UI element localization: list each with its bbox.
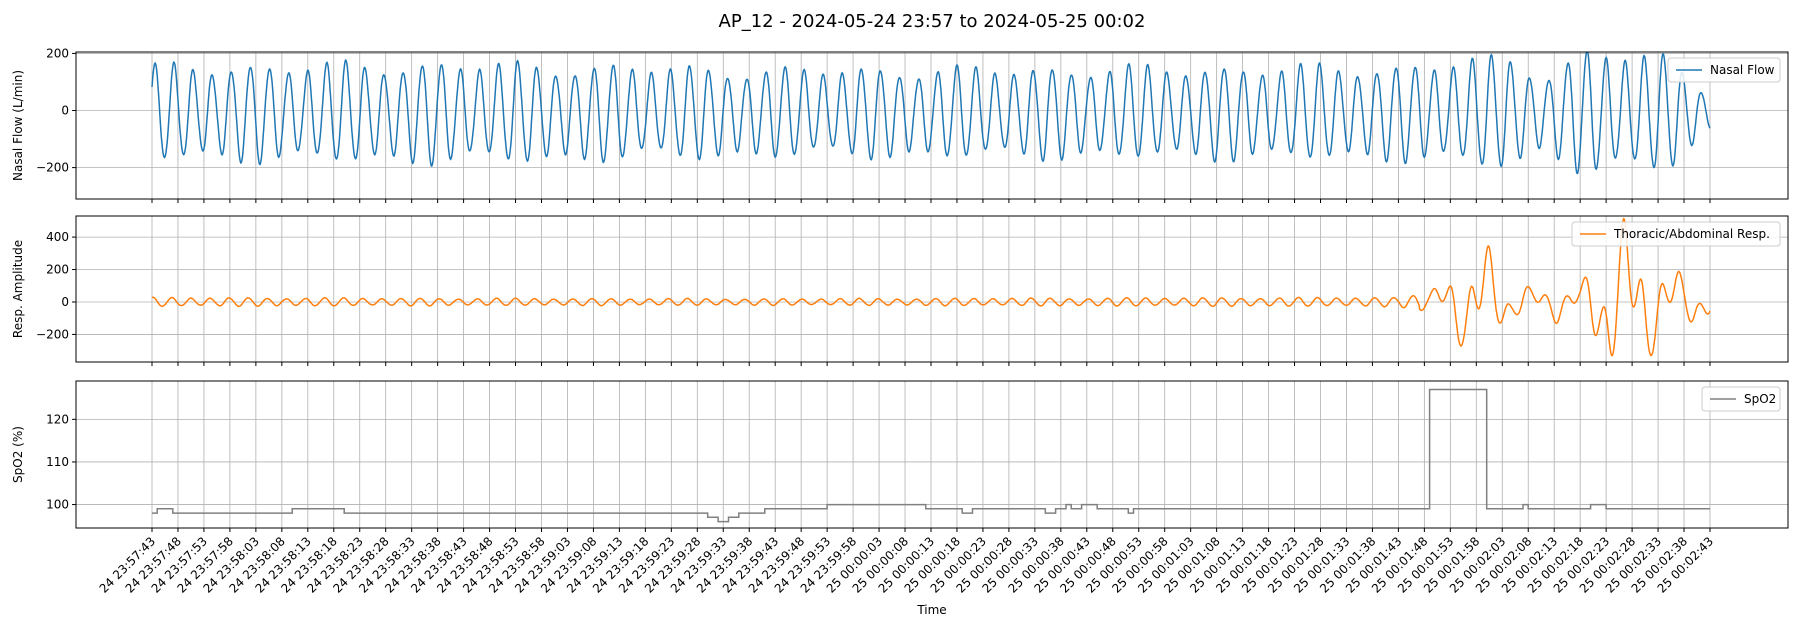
legend-label: Thoracic/Abdominal Resp. — [1613, 227, 1770, 241]
nasal-flow-panel: −200 0 200 Nasal Flow (L/min) Nasal Flow — [11, 46, 1789, 203]
series-line — [151, 52, 1711, 175]
y-tick-label: −200 — [36, 327, 69, 341]
series-line — [151, 217, 1711, 357]
legend-label: Nasal Flow — [1710, 63, 1775, 77]
legend-label: SpO2 — [1744, 392, 1776, 406]
axes-frame — [75, 380, 1789, 529]
y-tick-label: 0 — [61, 295, 69, 309]
legend-box — [1667, 57, 1781, 83]
y-tick-label: 100 — [46, 498, 69, 512]
y-tick-label: 200 — [46, 46, 69, 60]
y-axis-label: SpO2 (%) — [11, 426, 25, 483]
y-tick-label: 400 — [46, 230, 69, 244]
legend-box — [1571, 221, 1781, 247]
axes-frame — [75, 51, 1789, 200]
y-tick-label: 110 — [46, 455, 69, 469]
y-tick-label: 200 — [46, 263, 69, 277]
series-line — [152, 388, 1710, 523]
resp-amplitude-panel: −200 0 200 400 Resp. Amplitude Thoracic/Abdom… — [11, 215, 1789, 366]
y-tick-label: 0 — [61, 104, 69, 118]
y-tick-label: 120 — [46, 412, 69, 426]
y-tick-label: −200 — [36, 161, 69, 175]
y-axis-label: Nasal Flow (L/min) — [11, 70, 25, 181]
chart-title: AP_12 - 2024-05-24 23:57 to 2024-05-25 0… — [719, 11, 1146, 32]
axes-frame — [75, 215, 1789, 363]
legend-box — [1701, 386, 1781, 412]
spo2-panel: 100 110 120 SpO2 (%) SpO2 — [11, 380, 1789, 532]
x-axis-label: Time — [916, 603, 946, 617]
y-axis-label: Resp. Amplitude — [11, 240, 25, 338]
